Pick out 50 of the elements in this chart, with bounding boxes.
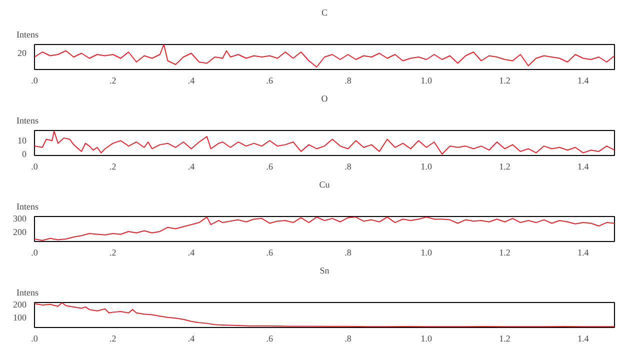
chart-title: C — [322, 8, 328, 18]
chart-title: Sn — [320, 266, 330, 276]
x-tick-label: 1.4 — [578, 162, 590, 172]
x-tick-label: 1.4 — [578, 76, 590, 86]
y-tick-label: 0 — [22, 149, 27, 160]
x-tick-label: .6 — [266, 248, 274, 258]
x-tick-label: .2 — [110, 248, 116, 258]
line-series — [34, 302, 614, 328]
x-tick-label: .8 — [344, 76, 352, 86]
x-tick-label: 1.0 — [420, 248, 433, 258]
x-tick-label: .6 — [266, 334, 274, 344]
line-series — [34, 216, 614, 241]
x-tick-label: .0 — [31, 76, 38, 86]
x-tick-label: 1.0 — [420, 334, 433, 344]
line-series — [34, 130, 614, 155]
x-tick-label: .0 — [31, 334, 38, 344]
x-tick-label: .4 — [188, 162, 196, 172]
x-tick-label: 1.4 — [578, 334, 590, 344]
x-tick-label: .2 — [110, 76, 116, 86]
y-axis-title: Intens — [16, 30, 39, 40]
x-tick-label: .0 — [31, 162, 38, 172]
x-tick-label: 1.2 — [499, 334, 510, 344]
x-tick-label: 1.2 — [499, 76, 510, 86]
y-tick-label: 200 — [13, 299, 27, 310]
y-axis-title: Intens — [16, 116, 39, 126]
x-tick-label: 1.0 — [420, 76, 433, 86]
x-tick-label: .8 — [344, 248, 352, 258]
x-tick-label: .4 — [188, 248, 196, 258]
y-axis-title: Intens — [16, 288, 39, 298]
x-tick-label: .8 — [344, 162, 352, 172]
x-tick-label: .4 — [188, 76, 196, 86]
chart-title: Cu — [319, 180, 330, 190]
chart-title: O — [321, 94, 328, 104]
x-tick-label: 1.2 — [499, 248, 510, 258]
y-tick-label: 200 — [13, 227, 27, 238]
x-tick-label: .0 — [31, 248, 38, 258]
text: 20 — [18, 48, 27, 58]
x-tick-label: .4 — [188, 334, 196, 344]
x-tick-label: .6 — [266, 162, 274, 172]
y-tick-label: 300 — [13, 213, 27, 224]
x-tick-label: 1.2 — [499, 162, 510, 172]
x-tick-label: .2 — [110, 334, 116, 344]
x-tick-label: 1.0 — [420, 162, 433, 172]
y-axis-title: Intens — [16, 202, 39, 212]
x-tick-label: .8 — [344, 334, 352, 344]
x-tick-label: .6 — [266, 76, 274, 86]
y-tick-label: 100 — [13, 312, 27, 322]
x-tick-label: 1.4 — [578, 248, 590, 258]
y-tick-label: 10 — [18, 136, 27, 146]
x-tick-label: .2 — [110, 162, 116, 172]
